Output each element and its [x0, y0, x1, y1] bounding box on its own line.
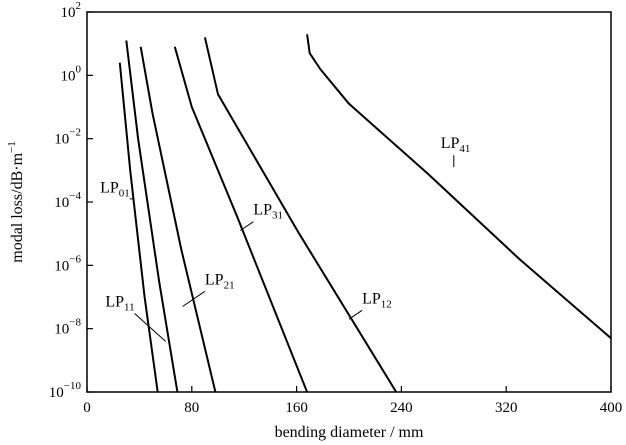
series-line-lp12 — [203, 37, 398, 393]
x-tick-label: 320 — [495, 400, 518, 416]
series-line-lp41 — [306, 34, 612, 339]
y-axis-title: modal loss/dB·m−1 — [6, 141, 26, 263]
x-tick-label: 400 — [600, 400, 623, 416]
svg-text:modal loss/dB·m−1: modal loss/dB·m−1 — [6, 141, 26, 263]
plot-frame — [86, 11, 612, 393]
series-line-lp01 — [118, 62, 159, 393]
series-line-lp21 — [139, 46, 217, 393]
x-axis-title: bending diameter / mm — [275, 424, 424, 441]
y-axis-title-exponent: −1 — [6, 141, 18, 153]
series-line-lp11 — [125, 40, 179, 393]
series-leader-line — [239, 221, 254, 231]
y-tick-label: 102 — [61, 0, 82, 21]
series-label-lp21: LP21 — [205, 271, 235, 291]
series-label-lp01: LP01 — [100, 180, 130, 200]
series-lines — [118, 34, 612, 393]
series-label-lp31: LP31 — [253, 202, 283, 222]
x-tick-label: 80 — [184, 400, 199, 416]
series-annotations: LP01 LP11 LP21 LP31 LP12 LP41 — [100, 135, 471, 342]
series-label-lp12: LP12 — [362, 290, 392, 310]
series-leader-line — [348, 309, 363, 320]
x-tick-label: 0 — [83, 400, 91, 416]
series-leader-line — [182, 290, 206, 307]
y-tick-label: 10−6 — [54, 253, 81, 274]
x-tick-label: 240 — [390, 400, 413, 416]
series-label-lp11: LP11 — [105, 294, 134, 314]
y-tick-label: 10−8 — [54, 317, 81, 338]
y-tick-label: 10−10 — [49, 380, 82, 401]
series-leader-line — [134, 313, 166, 342]
x-axis-ticks: 0 80 160 240 320 400 — [83, 386, 622, 416]
y-axis-title-main: modal loss/dB·m — [9, 152, 26, 262]
y-tick-label: 100 — [61, 63, 82, 84]
x-tick-label: 160 — [285, 400, 308, 416]
series-line-lp31 — [173, 46, 309, 393]
series-label-lp41: LP41 — [441, 135, 471, 155]
y-axis-ticks: 10−10 10−8 10−6 10−4 10−2 100 102 — [49, 0, 93, 401]
y-tick-label: 10−4 — [54, 190, 81, 211]
y-tick-label: 10−2 — [54, 127, 81, 148]
